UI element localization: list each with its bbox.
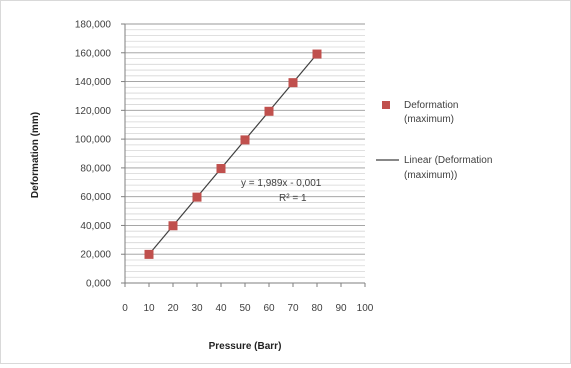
trendline bbox=[148, 53, 318, 255]
x-tick-label: 20 bbox=[167, 303, 179, 314]
y-tick-label: 40,000 bbox=[80, 221, 111, 232]
x-tick-label: 60 bbox=[263, 303, 275, 314]
legend-label-trendline-line2: (maximum)) bbox=[404, 170, 457, 181]
y-tick-label: 100,000 bbox=[75, 135, 112, 146]
x-axis-title: Pressure (Barr) bbox=[209, 341, 282, 352]
gridlines bbox=[125, 23, 365, 284]
x-tick-label: 0 bbox=[122, 303, 128, 314]
x-tick-label: 70 bbox=[287, 303, 299, 314]
y-tick-label: 0,000 bbox=[86, 279, 111, 290]
data-point bbox=[168, 221, 178, 231]
y-tick-label: 120,000 bbox=[75, 106, 112, 117]
data-point bbox=[144, 249, 154, 259]
data-point bbox=[192, 192, 202, 202]
x-tick-label: 40 bbox=[215, 303, 227, 314]
trendline-r-squared: R² = 1 bbox=[279, 193, 307, 204]
trendline-layer bbox=[148, 53, 318, 255]
data-point bbox=[240, 135, 250, 145]
legend: Deformation (maximum) Linear (Deformatio… bbox=[376, 100, 492, 181]
data-points bbox=[144, 49, 322, 259]
x-tick-label: 90 bbox=[335, 303, 347, 314]
x-tick-label: 10 bbox=[143, 303, 155, 314]
y-tick-label: 80,000 bbox=[80, 163, 111, 174]
y-tick-label: 180,000 bbox=[75, 20, 112, 31]
labels: y = 1,989x - 0,001 R² = 1 Pressure (Barr… bbox=[30, 112, 322, 352]
x-tick-label: 80 bbox=[311, 303, 323, 314]
data-point bbox=[264, 106, 274, 116]
y-tick-label: 140,000 bbox=[75, 77, 112, 88]
x-tick-label: 30 bbox=[191, 303, 203, 314]
axes: 0,000 20,000 40,000 60,000 80,000 100,000 120,… bbox=[75, 20, 374, 315]
legend-label-deformation-line1: Deformation bbox=[404, 100, 458, 111]
data-point bbox=[312, 49, 322, 59]
y-tick-label: 60,000 bbox=[80, 192, 111, 203]
y-tick-label: 20,000 bbox=[80, 250, 111, 261]
data-point bbox=[288, 78, 298, 88]
trendline-equation: y = 1,989x - 0,001 bbox=[241, 178, 322, 189]
legend-label-trendline-line1: Linear (Deformation bbox=[404, 155, 492, 166]
y-tick-label: 160,000 bbox=[75, 48, 112, 59]
legend-label-deformation-line2: (maximum) bbox=[404, 114, 454, 125]
x-tick-label: 100 bbox=[357, 303, 374, 314]
x-tick-label: 50 bbox=[239, 303, 251, 314]
legend-marker-deformation bbox=[382, 101, 390, 109]
data-point bbox=[216, 164, 226, 174]
y-axis-title: Deformation (mm) bbox=[30, 112, 41, 198]
